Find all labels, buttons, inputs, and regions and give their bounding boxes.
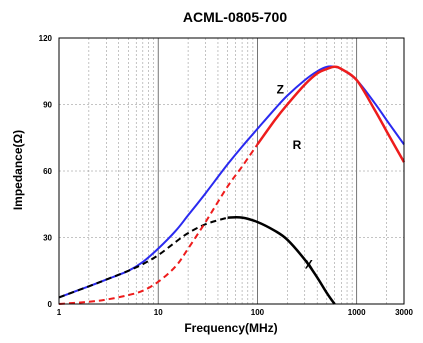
series-annotation-z: Z <box>277 82 284 96</box>
y-tick-label: 30 <box>43 234 52 243</box>
y-tick-label: 90 <box>43 101 52 110</box>
grid <box>59 38 404 304</box>
x-tick-label: 10 <box>154 308 163 317</box>
x-tick-label: 1 <box>57 308 62 317</box>
series-line-r <box>256 65 406 163</box>
series-annotation-r: R <box>293 138 302 152</box>
x-tick-label: 1000 <box>348 308 366 317</box>
y-tick-label: 60 <box>43 167 52 176</box>
x-tick-label: 3000 <box>395 308 413 317</box>
tick-labels: 1 10 100 1000 3000 0 30 60 90 120 <box>39 34 414 317</box>
y-axis-label: Impedance(Ω) <box>11 130 25 210</box>
chart-title: ACML-0805-700 <box>183 9 287 25</box>
series-line-x-dashed <box>58 216 228 299</box>
series-lines <box>58 65 406 305</box>
series-annotations: Z R X <box>277 82 313 271</box>
series-annotation-x: X <box>305 258 313 272</box>
series-line-r-dashed <box>58 143 259 305</box>
y-tick-label: 120 <box>39 34 53 43</box>
x-axis-label: Frequency(MHz) <box>184 321 277 335</box>
x-tick-label: 100 <box>251 308 265 317</box>
y-tick-label: 0 <box>48 300 53 309</box>
series-line-x <box>227 215 336 305</box>
plot-frame <box>58 37 405 305</box>
